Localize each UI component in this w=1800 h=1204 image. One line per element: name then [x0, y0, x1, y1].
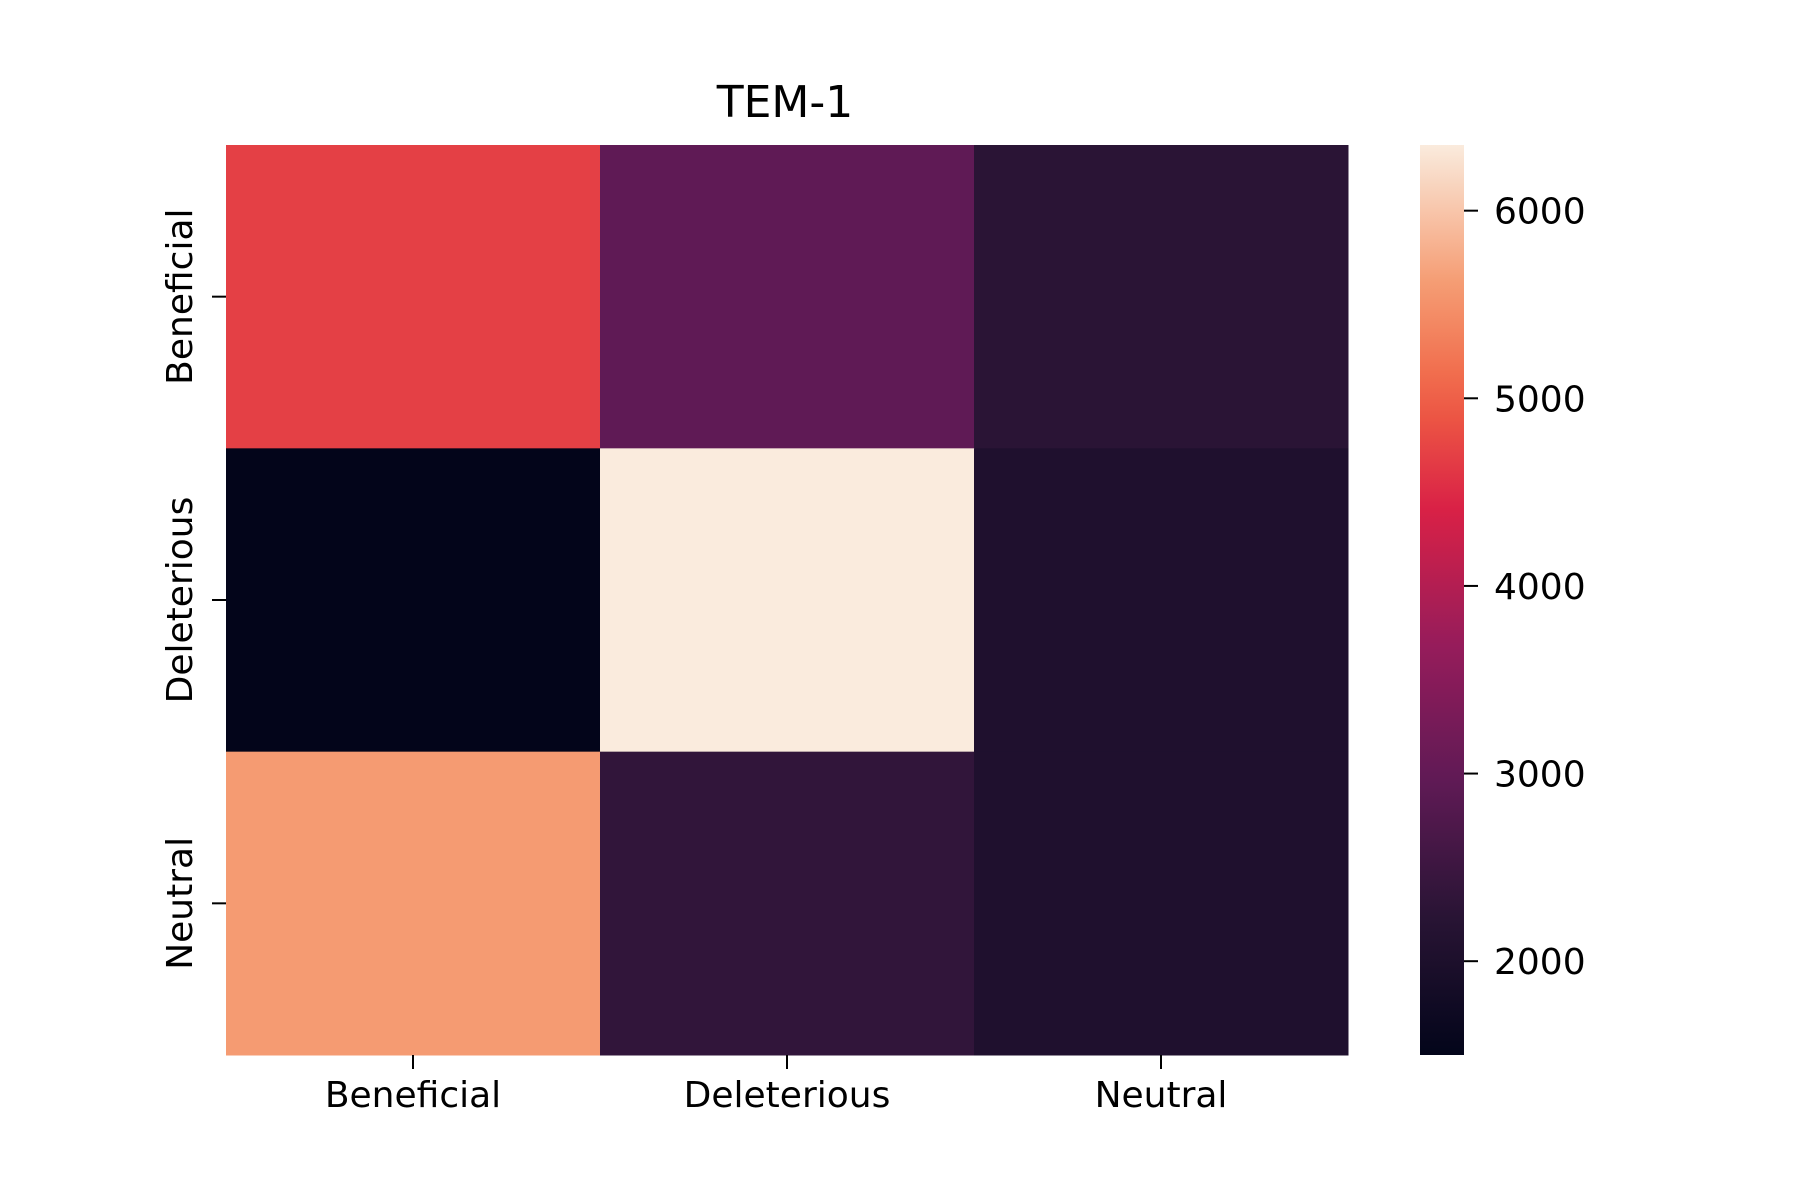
heatmap-cells [226, 145, 1349, 1056]
x-axis: Beneficial Deleterious Neutral [325, 1055, 1228, 1116]
colorbar-tick-label: 5000 [1494, 379, 1586, 420]
heatmap-cell [226, 145, 601, 449]
y-axis: Beneficial Deleterious Neutral [160, 208, 226, 970]
colorbar-gradient [1420, 145, 1464, 1055]
colorbar-tick-label: 3000 [1494, 755, 1586, 796]
heatmap-cell [974, 145, 1349, 449]
colorbar-tick-label: 2000 [1494, 942, 1586, 983]
heatmap-cell [226, 751, 601, 1056]
y-tick-label: Beneficial [160, 208, 201, 384]
heatmap-cell [600, 751, 975, 1056]
colorbar-tick-label: 6000 [1494, 192, 1586, 233]
heatmap-cell [974, 448, 1349, 753]
colorbar-tick-label: 4000 [1494, 567, 1586, 608]
x-tick-label: Beneficial [325, 1075, 501, 1116]
heatmap-cell [226, 448, 601, 753]
colorbar: 2000 3000 4000 5000 6000 [1420, 145, 1586, 1055]
x-tick-label: Neutral [1095, 1075, 1228, 1116]
heatmap-cell [600, 145, 975, 449]
heatmap-cell [600, 448, 975, 753]
x-tick-label: Deleterious [684, 1075, 891, 1116]
heatmap-cell [974, 751, 1349, 1056]
y-tick-label: Deleterious [160, 497, 201, 704]
chart-title: TEM-1 [716, 77, 854, 128]
y-tick-label: Neutral [160, 837, 201, 970]
